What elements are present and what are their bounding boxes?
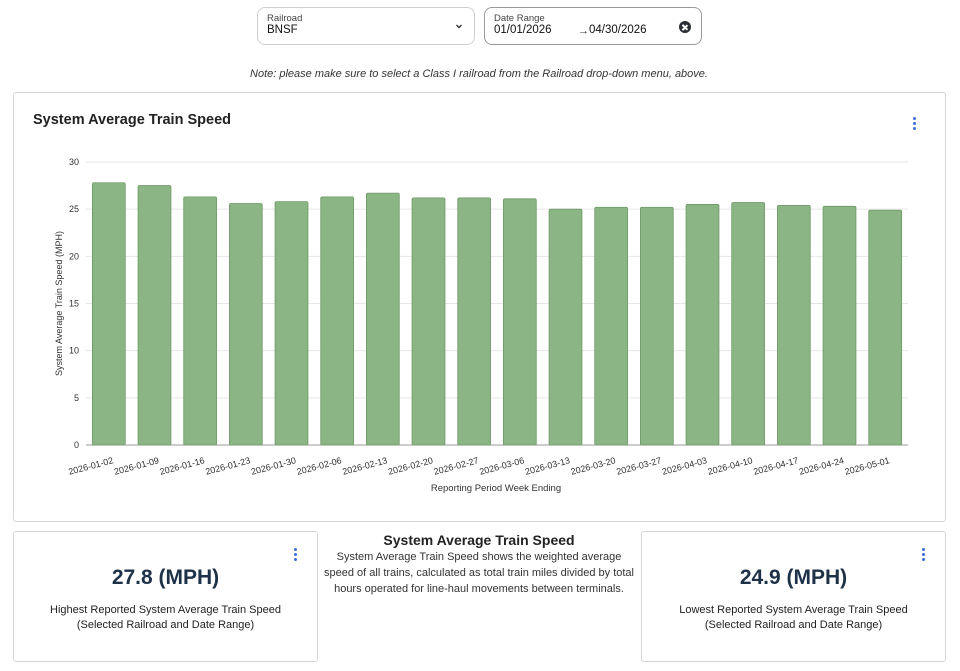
bar-2026-01-23 <box>228 203 263 446</box>
y-tick-label: 30 <box>69 157 79 167</box>
bar-2026-04-10 <box>731 202 766 446</box>
highest-speed-label-line2: (Selected Railroad and Date Range) <box>76 619 255 631</box>
highest-speed-label: Highest Reported System Average Train Sp… <box>14 603 317 633</box>
y-tick-label: 25 <box>69 204 79 214</box>
x-tick-label: 2026-02-20 <box>387 455 434 477</box>
x-tick-label: 2026-01-30 <box>250 455 297 477</box>
x-tick-label: 2026-01-02 <box>67 455 114 477</box>
x-tick-label: 2026-03-06 <box>478 455 525 477</box>
bar-2026-05-01 <box>868 209 903 446</box>
x-tick-label: 2026-02-27 <box>433 455 480 477</box>
clear-circle-icon[interactable] <box>679 21 691 33</box>
more-vertical-icon[interactable] <box>913 117 917 131</box>
date-end-input[interactable]: 04/30/2026 <box>589 24 647 36</box>
bar-2026-02-06 <box>320 196 355 446</box>
highest-speed-value: 27.8 (MPH) <box>111 566 220 589</box>
bar-2026-03-06 <box>502 198 537 446</box>
x-tick-label: 2026-04-24 <box>798 455 845 477</box>
highest-speed-label-line1: Highest Reported System Average Train Sp… <box>50 604 281 616</box>
y-tick-label: 0 <box>74 440 79 450</box>
x-tick-label: 2026-02-13 <box>341 455 388 477</box>
chart-title: System Average Train Speed <box>33 112 231 128</box>
bar-2026-02-27 <box>457 197 492 446</box>
railroad-select[interactable]: Railroad BNSF <box>257 7 475 45</box>
x-tick-label: 2026-04-17 <box>752 455 799 477</box>
lowest-speed-label-line2: (Selected Railroad and Date Range) <box>704 619 883 631</box>
bar-2026-01-02 <box>91 182 126 446</box>
x-tick-label: 2026-03-13 <box>524 455 571 477</box>
description-title: System Average Train Speed <box>383 532 575 548</box>
railroad-label: Railroad <box>267 13 303 24</box>
y-tick-label: 20 <box>69 251 79 261</box>
bar-2026-03-20 <box>594 206 629 446</box>
x-tick-label: 2026-03-27 <box>615 455 662 477</box>
bar-2026-04-24 <box>822 205 857 446</box>
x-tick-label: 2026-02-06 <box>296 455 343 477</box>
arrow-right-icon: → <box>578 25 589 37</box>
lowest-speed-value: 24.9 (MPH) <box>739 566 848 589</box>
x-axis-title: Reporting Period Week Ending <box>431 483 561 494</box>
highest-speed-card: 27.8 (MPH) Highest Reported System Avera… <box>13 531 318 662</box>
y-tick-label: 10 <box>69 346 79 356</box>
lowest-speed-card: 24.9 (MPH) Lowest Reported System Averag… <box>641 531 946 662</box>
bar-2026-03-13 <box>548 208 583 446</box>
date-range-picker[interactable]: Date Range 01/01/2026 → 04/30/2026 <box>484 7 702 45</box>
railroad-value: BNSF <box>267 24 298 36</box>
x-tick-label: 2026-01-23 <box>204 455 251 477</box>
x-tick-label: 2026-05-01 <box>844 455 891 477</box>
x-tick-label: 2026-01-16 <box>159 455 206 477</box>
date-start-input[interactable]: 01/01/2026 <box>494 24 552 36</box>
bar-2026-02-20 <box>411 197 446 446</box>
metric-description: System Average Train Speed System Averag… <box>322 531 636 597</box>
y-axis-title: System Average Train Speed (MPH) <box>54 231 64 376</box>
bar-2026-04-03 <box>685 204 720 446</box>
x-tick-label: 2026-04-03 <box>661 455 708 477</box>
bar-chart: 0510152025302026-01-022026-01-092026-01-… <box>54 157 908 494</box>
chevron-down-icon[interactable] <box>454 21 464 31</box>
bar-2026-04-17 <box>776 204 811 446</box>
more-vertical-icon[interactable] <box>294 548 298 562</box>
y-tick-label: 15 <box>69 299 79 309</box>
description-text: System Average Train Speed shows the wei… <box>324 551 634 595</box>
bar-2026-01-30 <box>274 201 309 446</box>
date-range-label: Date Range <box>494 13 545 24</box>
x-tick-label: 2026-04-10 <box>707 455 754 477</box>
lowest-speed-label: Lowest Reported System Average Train Spe… <box>642 603 945 633</box>
y-tick-label: 5 <box>74 393 79 403</box>
bar-2026-01-16 <box>183 196 218 446</box>
x-tick-label: 2026-03-20 <box>570 455 617 477</box>
instruction-note: Note: please make sure to select a Class… <box>250 68 708 80</box>
lowest-speed-label-line1: Lowest Reported System Average Train Spe… <box>679 604 908 616</box>
chart-card: System Average Train Speed 0 5 10 15 20 25 30 2… <box>13 92 946 522</box>
bar-2026-02-13 <box>365 192 400 446</box>
more-vertical-icon[interactable] <box>922 548 926 562</box>
bar-2026-01-09 <box>137 185 172 446</box>
bar-2026-03-27 <box>639 206 674 446</box>
x-tick-label: 2026-01-09 <box>113 455 160 477</box>
